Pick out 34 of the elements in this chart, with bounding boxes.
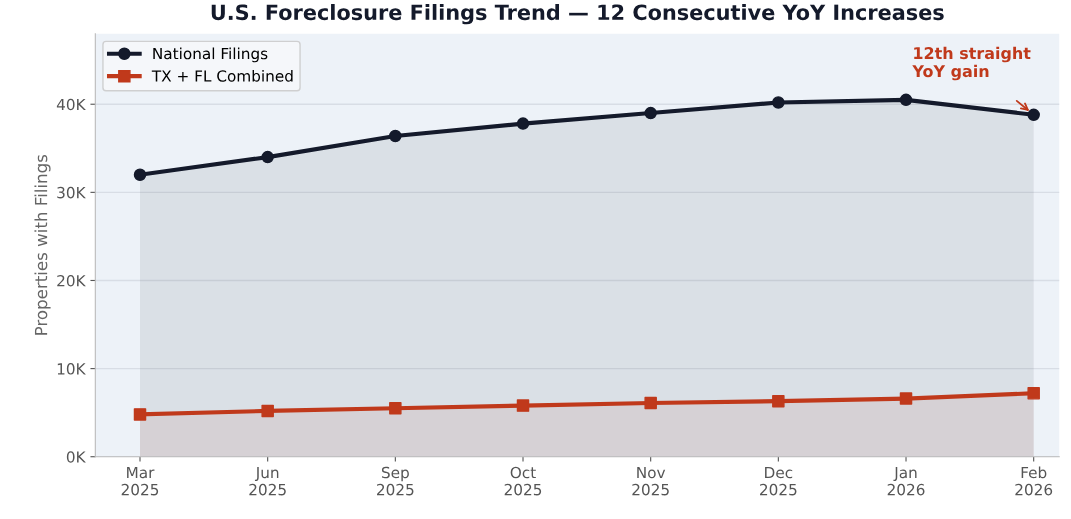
y-axis-title: Properties with Filings bbox=[34, 154, 51, 335]
x-tick-label: Sep 2025 bbox=[377, 466, 414, 496]
y-tick-label: 10K bbox=[57, 363, 86, 375]
point bbox=[644, 396, 657, 410]
annotation: 12th straight YoY gain bbox=[912, 46, 1031, 81]
legend-label: National Filings bbox=[153, 47, 268, 63]
x-tick-label: Feb 2026 bbox=[1015, 466, 1053, 496]
y-tick-label: 30K bbox=[57, 186, 86, 199]
point bbox=[772, 96, 785, 109]
point bbox=[261, 404, 274, 418]
y-tick-label: 40K bbox=[56, 98, 86, 111]
point bbox=[899, 93, 913, 107]
point bbox=[516, 117, 530, 130]
point bbox=[133, 168, 147, 181]
point bbox=[644, 106, 657, 120]
x-tick-label: Jan 2026 bbox=[887, 466, 925, 496]
point bbox=[1027, 108, 1040, 122]
y-tick-label: 0K bbox=[66, 451, 86, 463]
point bbox=[133, 408, 147, 421]
x-tick-label: Oct 2025 bbox=[504, 466, 542, 496]
point bbox=[389, 402, 402, 415]
x-tick-label: Jun 2025 bbox=[249, 466, 286, 496]
point bbox=[899, 392, 913, 405]
y-tick-label: 20K bbox=[57, 274, 86, 287]
chart-title: U.S. Foreclosure Filings Trend — 12 Consecutive YoY Increases bbox=[211, 4, 944, 25]
point bbox=[389, 129, 402, 143]
point bbox=[261, 150, 274, 164]
point bbox=[1027, 387, 1040, 400]
x-tick-label: Dec 2025 bbox=[760, 466, 797, 496]
point bbox=[516, 399, 530, 412]
point bbox=[772, 394, 785, 408]
legend-label: TX + FL Combined bbox=[151, 69, 293, 82]
x-tick-label: Mar 2025 bbox=[121, 466, 159, 496]
x-tick-label: Nov 2025 bbox=[632, 466, 669, 496]
